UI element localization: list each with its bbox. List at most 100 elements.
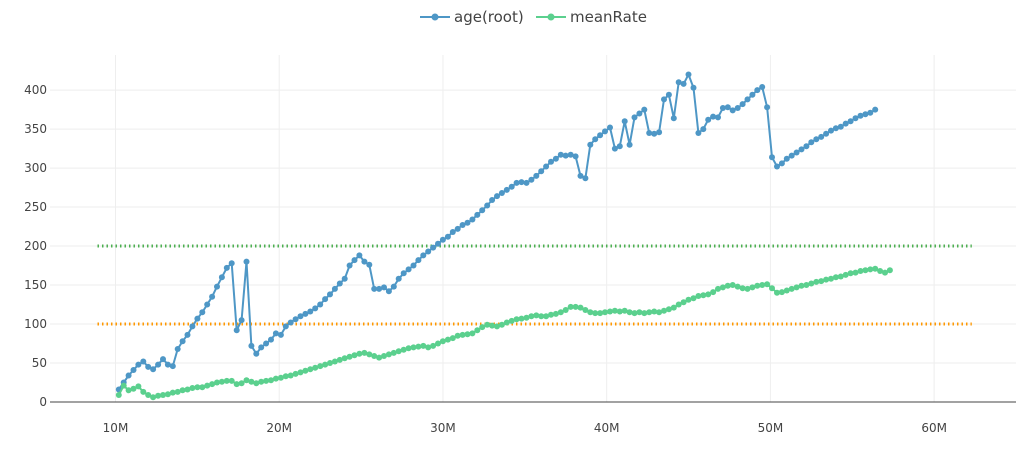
data-point[interactable] [729, 282, 736, 288]
data-point[interactable] [778, 289, 785, 296]
data-point[interactable] [268, 377, 274, 384]
data-point[interactable] [680, 80, 687, 87]
data-point[interactable] [164, 391, 171, 398]
data-point[interactable] [459, 331, 466, 338]
legend-item-mean-rate[interactable]: meanRate [536, 8, 647, 26]
data-point[interactable] [567, 151, 574, 158]
data-point[interactable] [351, 352, 358, 359]
data-point[interactable] [164, 361, 171, 368]
data-point[interactable] [592, 310, 599, 317]
data-point[interactable] [828, 127, 834, 134]
data-point[interactable] [719, 284, 726, 291]
data-point[interactable] [670, 304, 677, 311]
data-point[interactable] [371, 353, 378, 359]
data-point[interactable] [872, 106, 879, 113]
data-point[interactable] [385, 351, 392, 358]
data-point[interactable] [710, 113, 717, 120]
data-point[interactable] [214, 283, 220, 290]
data-point[interactable] [533, 172, 540, 179]
data-point[interactable] [258, 378, 265, 385]
data-point[interactable] [832, 274, 839, 281]
data-point[interactable] [518, 179, 525, 186]
data-point[interactable] [744, 285, 751, 292]
data-point[interactable] [145, 392, 152, 398]
data-point[interactable] [857, 268, 864, 274]
data-point[interactable] [381, 353, 387, 359]
data-point[interactable] [238, 317, 245, 324]
data-point[interactable] [277, 374, 284, 381]
data-point[interactable] [498, 321, 505, 328]
legend[interactable]: age(root) meanRate [420, 8, 647, 26]
data-point[interactable] [700, 126, 707, 133]
data-point[interactable] [562, 307, 569, 313]
data-point[interactable] [616, 143, 623, 150]
data-point[interactable] [656, 129, 663, 136]
data-point[interactable] [611, 145, 618, 152]
data-point[interactable] [297, 369, 304, 376]
data-point[interactable] [199, 384, 206, 391]
data-point[interactable] [695, 130, 702, 136]
data-point[interactable] [837, 273, 844, 280]
data-point[interactable] [710, 289, 717, 296]
data-point[interactable] [317, 363, 324, 370]
data-point[interactable] [155, 392, 162, 399]
data-point[interactable] [400, 346, 407, 353]
data-point[interactable] [489, 197, 496, 203]
data-point[interactable] [857, 112, 864, 119]
data-point[interactable] [813, 136, 820, 143]
data-point[interactable] [508, 317, 515, 324]
data-point[interactable] [415, 343, 422, 350]
data-point[interactable] [150, 394, 157, 401]
data-point[interactable] [690, 295, 697, 302]
data-point[interactable] [734, 283, 741, 290]
data-point[interactable] [842, 271, 849, 278]
data-point[interactable] [361, 258, 368, 265]
data-point[interactable] [656, 309, 663, 316]
data-point[interactable] [823, 130, 830, 137]
data-point[interactable] [665, 306, 672, 313]
data-point[interactable] [783, 287, 790, 294]
data-point[interactable] [562, 152, 569, 159]
data-point[interactable] [341, 355, 348, 362]
data-point[interactable] [862, 111, 869, 118]
data-point[interactable] [552, 155, 559, 162]
data-point[interactable] [538, 168, 545, 175]
data-point[interactable] [557, 309, 564, 316]
data-point[interactable] [862, 267, 869, 274]
data-point[interactable] [503, 186, 510, 193]
data-point[interactable] [754, 87, 761, 94]
data-point[interactable] [243, 258, 250, 265]
data-point[interactable] [243, 377, 250, 384]
data-point[interactable] [469, 330, 476, 337]
data-point[interactable] [636, 110, 643, 117]
data-point[interactable] [189, 385, 196, 391]
data-point[interactable] [759, 282, 766, 288]
data-point[interactable] [469, 216, 476, 223]
data-point[interactable] [268, 336, 274, 343]
data-point[interactable] [602, 309, 608, 316]
data-point[interactable] [253, 380, 260, 387]
data-point[interactable] [371, 285, 378, 292]
data-point[interactable] [572, 153, 579, 160]
data-point[interactable] [474, 327, 481, 334]
data-point[interactable] [572, 303, 579, 310]
data-point[interactable] [341, 275, 348, 282]
data-point[interactable] [557, 151, 564, 158]
data-point[interactable] [312, 364, 319, 371]
data-point[interactable] [194, 315, 201, 322]
data-point[interactable] [430, 244, 437, 251]
data-point[interactable] [646, 309, 653, 316]
data-point[interactable] [115, 392, 122, 398]
data-point[interactable] [125, 372, 132, 379]
data-point[interactable] [680, 299, 687, 306]
data-point[interactable] [867, 266, 874, 273]
data-point[interactable] [425, 248, 432, 255]
data-point[interactable] [464, 219, 471, 226]
data-point[interactable] [813, 278, 820, 285]
data-point[interactable] [125, 387, 132, 394]
data-point[interactable] [346, 262, 353, 269]
data-point[interactable] [331, 285, 338, 292]
data-point[interactable] [882, 269, 888, 276]
data-point[interactable] [439, 236, 446, 243]
data-point[interactable] [336, 280, 343, 287]
